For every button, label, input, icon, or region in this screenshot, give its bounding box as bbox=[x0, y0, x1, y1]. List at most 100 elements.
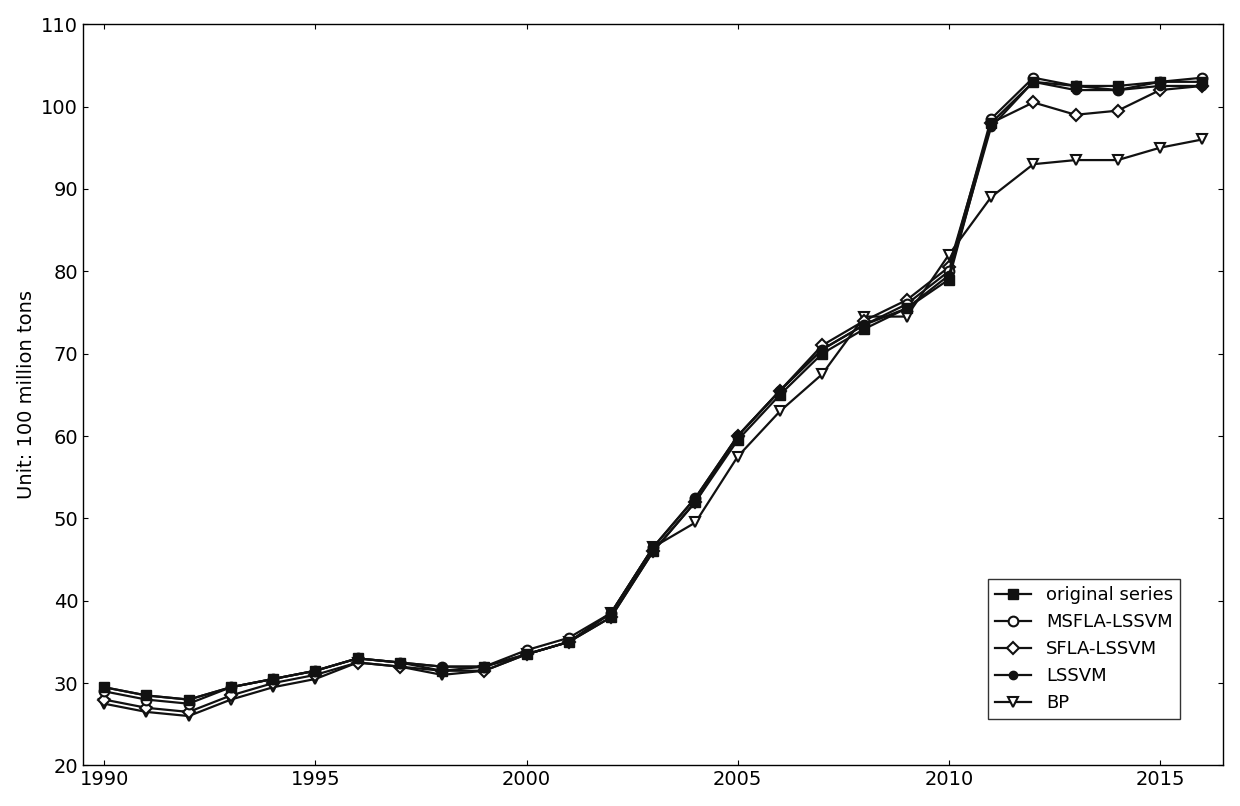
Line: BP: BP bbox=[99, 135, 1207, 721]
SFLA-LSSVM bbox=[139, 703, 154, 713]
MSFLA-LSSVM bbox=[857, 320, 872, 330]
MSFLA-LSSVM bbox=[941, 267, 956, 276]
original series bbox=[983, 118, 998, 128]
SFLA-LSSVM bbox=[604, 613, 619, 622]
LSSVM bbox=[1152, 81, 1167, 91]
LSSVM bbox=[139, 691, 154, 700]
BP bbox=[97, 699, 112, 708]
MSFLA-LSSVM bbox=[392, 658, 407, 667]
BP bbox=[562, 637, 577, 646]
Legend: original series, MSFLA-LSSVM, SFLA-LSSVM, LSSVM, BP: original series, MSFLA-LSSVM, SFLA-LSSVM… bbox=[988, 579, 1180, 720]
BP bbox=[730, 451, 745, 461]
LSSVM bbox=[181, 695, 196, 704]
SFLA-LSSVM bbox=[688, 497, 703, 507]
MSFLA-LSSVM bbox=[1152, 77, 1167, 87]
SFLA-LSSVM bbox=[223, 691, 238, 700]
MSFLA-LSSVM bbox=[223, 683, 238, 692]
original series bbox=[899, 304, 914, 314]
LSSVM bbox=[941, 271, 956, 280]
SFLA-LSSVM bbox=[899, 295, 914, 305]
original series bbox=[646, 546, 661, 556]
MSFLA-LSSVM bbox=[139, 695, 154, 704]
original series bbox=[520, 650, 534, 659]
Line: SFLA-LSSVM: SFLA-LSSVM bbox=[100, 81, 1207, 716]
SFLA-LSSVM bbox=[562, 637, 577, 646]
SFLA-LSSVM bbox=[308, 670, 322, 679]
BP bbox=[1025, 160, 1040, 169]
MSFLA-LSSVM bbox=[308, 666, 322, 675]
SFLA-LSSVM bbox=[392, 662, 407, 671]
SFLA-LSSVM bbox=[520, 650, 534, 659]
LSSVM bbox=[477, 662, 492, 671]
LSSVM bbox=[646, 542, 661, 552]
Line: MSFLA-LSSVM: MSFLA-LSSVM bbox=[99, 73, 1207, 708]
SFLA-LSSVM bbox=[97, 695, 112, 704]
original series bbox=[350, 654, 365, 663]
MSFLA-LSSVM bbox=[265, 674, 280, 683]
LSSVM bbox=[434, 662, 449, 671]
LSSVM bbox=[899, 304, 914, 314]
LSSVM bbox=[350, 654, 365, 663]
MSFLA-LSSVM bbox=[477, 662, 492, 671]
SFLA-LSSVM bbox=[1110, 106, 1125, 115]
SFLA-LSSVM bbox=[941, 262, 956, 272]
LSSVM bbox=[1110, 85, 1125, 95]
MSFLA-LSSVM bbox=[604, 609, 619, 618]
BP bbox=[1068, 156, 1083, 165]
BP bbox=[434, 670, 449, 679]
BP bbox=[520, 650, 534, 659]
LSSVM bbox=[1025, 77, 1040, 87]
original series bbox=[1152, 77, 1167, 87]
SFLA-LSSVM bbox=[265, 679, 280, 688]
LSSVM bbox=[1195, 81, 1210, 91]
BP bbox=[181, 711, 196, 721]
SFLA-LSSVM bbox=[857, 316, 872, 326]
BP bbox=[392, 662, 407, 671]
SFLA-LSSVM bbox=[815, 341, 830, 351]
BP bbox=[1195, 135, 1210, 144]
MSFLA-LSSVM bbox=[1025, 73, 1040, 82]
Y-axis label: Unit: 100 million tons: Unit: 100 million tons bbox=[16, 290, 36, 500]
LSSVM bbox=[223, 683, 238, 692]
MSFLA-LSSVM bbox=[350, 654, 365, 663]
BP bbox=[688, 517, 703, 527]
original series bbox=[730, 435, 745, 445]
LSSVM bbox=[392, 658, 407, 667]
LSSVM bbox=[562, 637, 577, 646]
SFLA-LSSVM bbox=[1152, 85, 1167, 95]
SFLA-LSSVM bbox=[730, 431, 745, 441]
original series bbox=[773, 390, 787, 400]
original series bbox=[477, 662, 492, 671]
SFLA-LSSVM bbox=[773, 386, 787, 396]
original series bbox=[1025, 77, 1040, 87]
BP bbox=[350, 658, 365, 667]
Line: LSSVM: LSSVM bbox=[100, 77, 1207, 704]
original series bbox=[941, 275, 956, 285]
LSSVM bbox=[97, 683, 112, 692]
BP bbox=[646, 542, 661, 552]
LSSVM bbox=[1068, 85, 1083, 95]
original series bbox=[604, 613, 619, 622]
MSFLA-LSSVM bbox=[688, 493, 703, 503]
MSFLA-LSSVM bbox=[1068, 81, 1083, 91]
SFLA-LSSVM bbox=[983, 118, 998, 128]
LSSVM bbox=[857, 320, 872, 330]
MSFLA-LSSVM bbox=[562, 633, 577, 642]
LSSVM bbox=[520, 650, 534, 659]
MSFLA-LSSVM bbox=[1110, 85, 1125, 95]
SFLA-LSSVM bbox=[434, 666, 449, 675]
LSSVM bbox=[265, 674, 280, 683]
original series bbox=[562, 637, 577, 646]
LSSVM bbox=[773, 386, 787, 396]
original series bbox=[688, 497, 703, 507]
MSFLA-LSSVM bbox=[646, 542, 661, 552]
LSSVM bbox=[688, 493, 703, 503]
LSSVM bbox=[308, 666, 322, 675]
SFLA-LSSVM bbox=[1195, 81, 1210, 91]
MSFLA-LSSVM bbox=[434, 662, 449, 671]
original series bbox=[815, 349, 830, 359]
BP bbox=[899, 312, 914, 322]
original series bbox=[1068, 81, 1083, 91]
original series bbox=[265, 674, 280, 683]
original series bbox=[1195, 77, 1210, 87]
